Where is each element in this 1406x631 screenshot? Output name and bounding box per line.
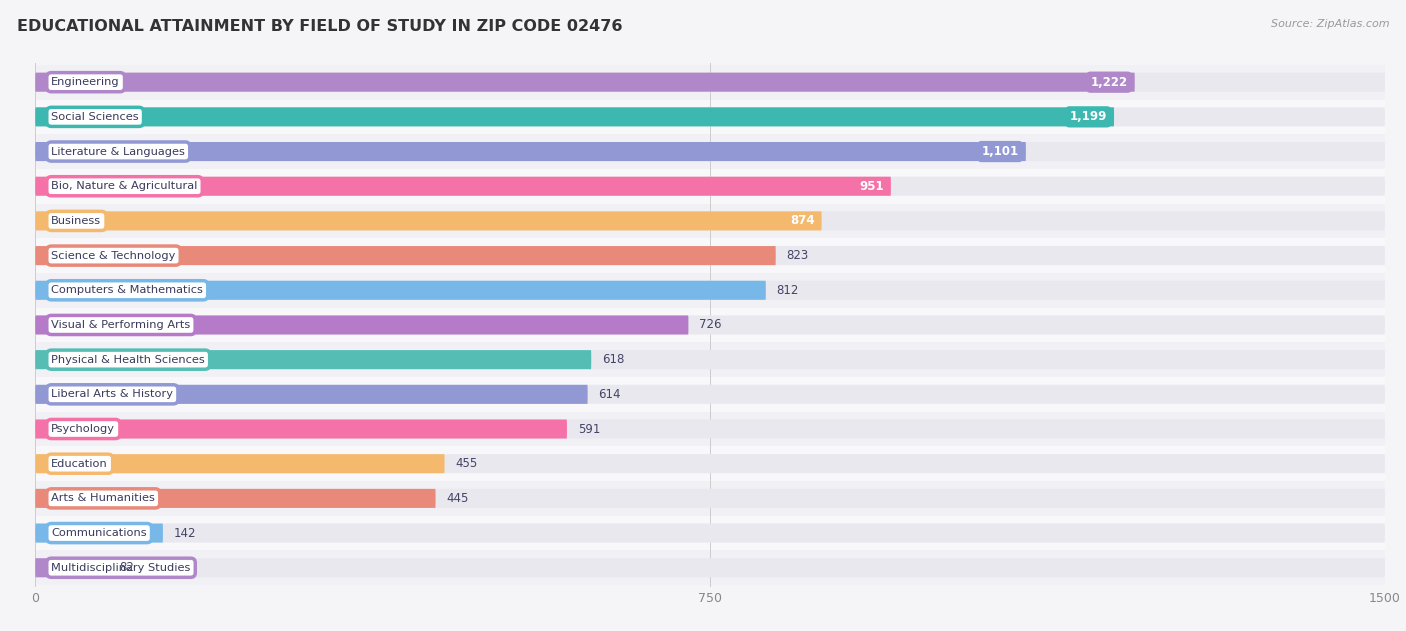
- Text: 445: 445: [446, 492, 468, 505]
- FancyBboxPatch shape: [35, 107, 1114, 126]
- FancyBboxPatch shape: [35, 246, 776, 265]
- Text: Physical & Health Sciences: Physical & Health Sciences: [52, 355, 205, 365]
- FancyBboxPatch shape: [35, 177, 891, 196]
- FancyBboxPatch shape: [35, 481, 1385, 516]
- FancyBboxPatch shape: [35, 350, 592, 369]
- FancyBboxPatch shape: [35, 134, 1385, 169]
- FancyBboxPatch shape: [35, 411, 1385, 446]
- Text: Multidisciplinary Studies: Multidisciplinary Studies: [52, 563, 191, 573]
- Text: 951: 951: [859, 180, 884, 192]
- FancyBboxPatch shape: [35, 446, 1385, 481]
- Text: Bio, Nature & Agricultural: Bio, Nature & Agricultural: [52, 181, 198, 191]
- Text: Business: Business: [52, 216, 101, 226]
- FancyBboxPatch shape: [35, 524, 163, 543]
- FancyBboxPatch shape: [35, 169, 1385, 204]
- Text: 726: 726: [699, 319, 721, 331]
- Text: 874: 874: [790, 215, 814, 227]
- Text: 812: 812: [776, 284, 799, 297]
- FancyBboxPatch shape: [35, 524, 1385, 543]
- Text: Source: ZipAtlas.com: Source: ZipAtlas.com: [1271, 19, 1389, 29]
- FancyBboxPatch shape: [35, 204, 1385, 239]
- FancyBboxPatch shape: [35, 420, 1385, 439]
- FancyBboxPatch shape: [35, 550, 1385, 585]
- Text: Engineering: Engineering: [52, 77, 120, 87]
- FancyBboxPatch shape: [35, 211, 1385, 230]
- FancyBboxPatch shape: [35, 516, 1385, 550]
- FancyBboxPatch shape: [35, 239, 1385, 273]
- FancyBboxPatch shape: [35, 281, 766, 300]
- FancyBboxPatch shape: [35, 454, 1385, 473]
- FancyBboxPatch shape: [35, 100, 1385, 134]
- FancyBboxPatch shape: [35, 420, 567, 439]
- FancyBboxPatch shape: [35, 489, 1385, 508]
- FancyBboxPatch shape: [35, 107, 1385, 126]
- Text: Arts & Humanities: Arts & Humanities: [52, 493, 155, 504]
- FancyBboxPatch shape: [35, 142, 1385, 161]
- Text: Computers & Mathematics: Computers & Mathematics: [52, 285, 204, 295]
- FancyBboxPatch shape: [35, 211, 821, 230]
- FancyBboxPatch shape: [35, 246, 1385, 265]
- FancyBboxPatch shape: [35, 385, 1385, 404]
- Text: 1,199: 1,199: [1070, 110, 1107, 123]
- FancyBboxPatch shape: [35, 142, 1026, 161]
- Text: 618: 618: [602, 353, 624, 366]
- Text: 591: 591: [578, 423, 600, 435]
- Text: 455: 455: [456, 457, 478, 470]
- FancyBboxPatch shape: [35, 281, 1385, 300]
- Text: 1,101: 1,101: [981, 145, 1019, 158]
- Text: 142: 142: [174, 527, 197, 540]
- FancyBboxPatch shape: [35, 558, 1385, 577]
- Text: 82: 82: [120, 561, 135, 574]
- FancyBboxPatch shape: [35, 377, 1385, 411]
- Text: Education: Education: [52, 459, 108, 469]
- FancyBboxPatch shape: [35, 385, 588, 404]
- FancyBboxPatch shape: [35, 73, 1385, 91]
- FancyBboxPatch shape: [35, 316, 1385, 334]
- FancyBboxPatch shape: [35, 342, 1385, 377]
- FancyBboxPatch shape: [35, 558, 108, 577]
- Text: Literature & Languages: Literature & Languages: [52, 146, 186, 156]
- FancyBboxPatch shape: [35, 73, 1135, 91]
- FancyBboxPatch shape: [35, 65, 1385, 100]
- Text: Liberal Arts & History: Liberal Arts & History: [52, 389, 173, 399]
- FancyBboxPatch shape: [35, 177, 1385, 196]
- Text: Social Sciences: Social Sciences: [52, 112, 139, 122]
- Text: Visual & Performing Arts: Visual & Performing Arts: [52, 320, 191, 330]
- FancyBboxPatch shape: [35, 350, 1385, 369]
- Text: 823: 823: [786, 249, 808, 262]
- FancyBboxPatch shape: [35, 273, 1385, 308]
- Text: Science & Technology: Science & Technology: [52, 251, 176, 261]
- Text: 1,222: 1,222: [1091, 76, 1128, 89]
- Text: 614: 614: [599, 388, 621, 401]
- FancyBboxPatch shape: [35, 308, 1385, 342]
- Text: Psychology: Psychology: [52, 424, 115, 434]
- FancyBboxPatch shape: [35, 454, 444, 473]
- FancyBboxPatch shape: [35, 316, 689, 334]
- FancyBboxPatch shape: [35, 489, 436, 508]
- Text: EDUCATIONAL ATTAINMENT BY FIELD OF STUDY IN ZIP CODE 02476: EDUCATIONAL ATTAINMENT BY FIELD OF STUDY…: [17, 19, 623, 34]
- Text: Communications: Communications: [52, 528, 148, 538]
